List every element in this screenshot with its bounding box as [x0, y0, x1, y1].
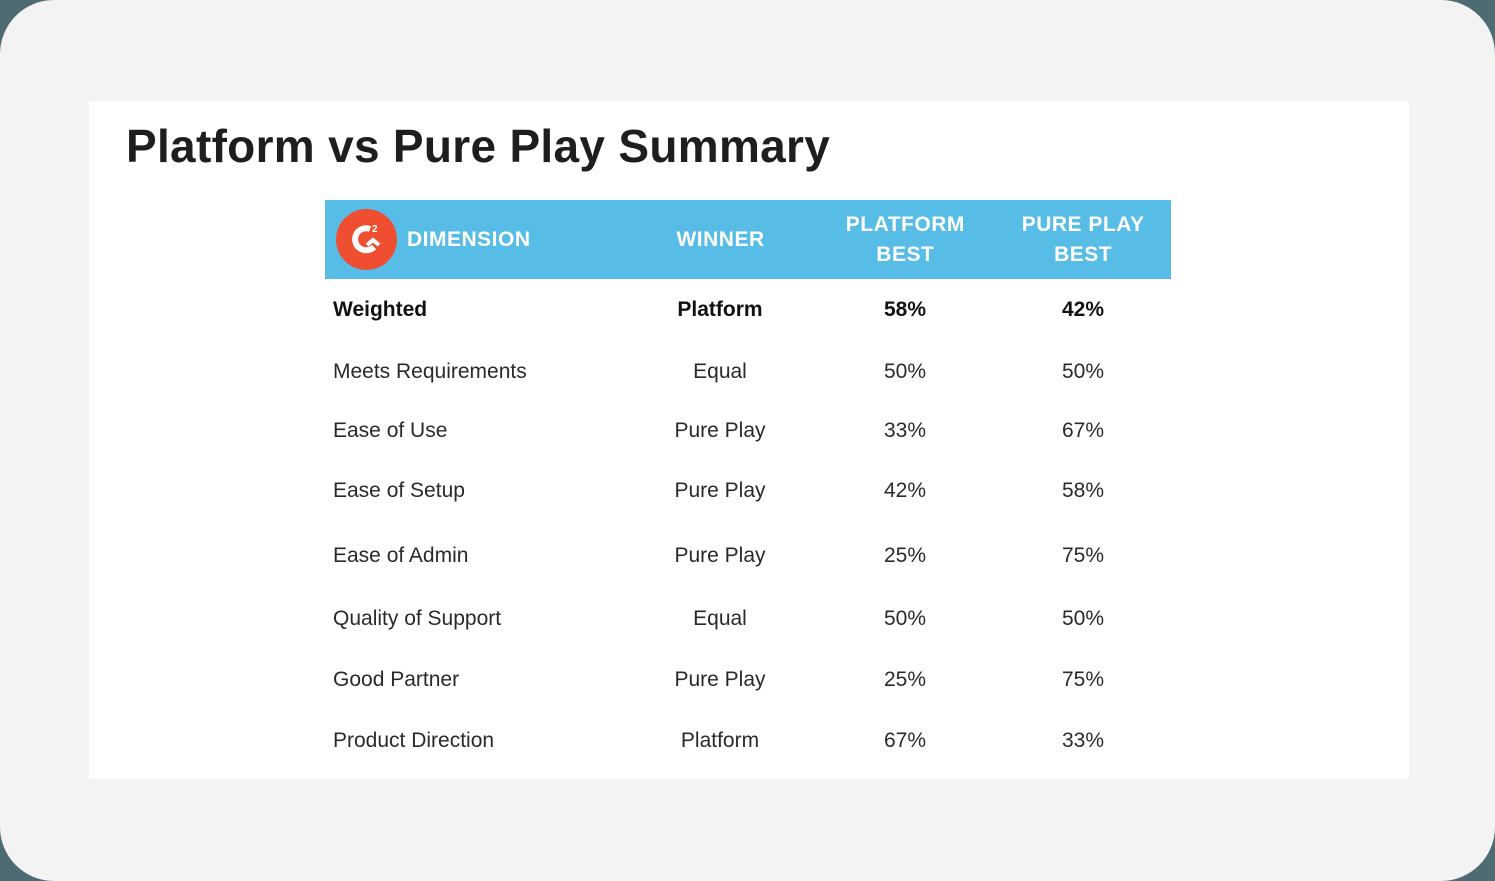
- cell-dimension: Weighted: [333, 298, 428, 321]
- table-header: 2 DIMENSION WINNER PLATFORM BEST PURE PL…: [325, 200, 1171, 279]
- cell-winner: Pure Play: [674, 479, 766, 502]
- header-winner: WINNER: [676, 227, 765, 251]
- cell-platform-best: 50%: [883, 607, 927, 630]
- cell-pure-play-best: 33%: [1061, 729, 1105, 752]
- cell-platform-best: 50%: [883, 360, 927, 383]
- cell-dimension: Good Partner: [333, 668, 460, 691]
- slide: Platform vs Pure Play Summary 2 DIMENSIO…: [89, 101, 1409, 779]
- table-row: Ease of Use Pure Play 33% 67%: [325, 403, 1171, 459]
- cell-pure-play-best: 42%: [1061, 298, 1105, 321]
- cell-platform-best: 33%: [883, 419, 927, 442]
- cell-platform-best: 25%: [883, 668, 927, 691]
- cell-pure-play-best: 50%: [1061, 360, 1105, 383]
- header-dimension-label: DIMENSION: [407, 227, 531, 251]
- header-pure-play-best-line2: BEST: [1054, 242, 1113, 266]
- cell-winner: Pure Play: [674, 668, 766, 691]
- cell-dimension: Ease of Use: [333, 419, 448, 442]
- slide-title: Platform vs Pure Play Summary: [126, 120, 831, 172]
- table-row: Quality of Support Equal 50% 50%: [325, 589, 1171, 649]
- cell-platform-best: 67%: [883, 729, 927, 752]
- cell-winner: Pure Play: [674, 544, 766, 567]
- table-row: Ease of Admin Pure Play 25% 75%: [325, 523, 1171, 589]
- cell-pure-play-best: 50%: [1061, 607, 1105, 630]
- table-row: Weighted Platform 58% 42%: [325, 279, 1171, 341]
- cell-winner: Pure Play: [674, 419, 766, 442]
- g2-logo-icon: 2: [336, 209, 397, 270]
- header-pure-play-best-line1: PURE PLAY: [1021, 212, 1145, 236]
- table-row: Good Partner Pure Play 25% 75%: [325, 649, 1171, 711]
- cell-platform-best: 25%: [883, 544, 927, 567]
- table-row: Ease of Setup Pure Play 42% 58%: [325, 459, 1171, 523]
- cell-pure-play-best: 67%: [1061, 419, 1105, 442]
- summary-table: 2 DIMENSION WINNER PLATFORM BEST PURE PL…: [325, 200, 1171, 771]
- header-platform-best: PLATFORM BEST: [815, 213, 995, 267]
- cell-pure-play-best: 75%: [1061, 668, 1105, 691]
- cell-dimension: Product Direction: [333, 729, 495, 752]
- cell-winner: Equal: [693, 360, 747, 383]
- header-platform-best-line1: PLATFORM: [845, 212, 965, 236]
- cell-pure-play-best: 58%: [1061, 479, 1105, 502]
- cell-dimension: Ease of Admin: [333, 544, 469, 567]
- cell-pure-play-best: 75%: [1061, 544, 1105, 567]
- header-platform-best-line2: BEST: [876, 242, 935, 266]
- table-row: Product Direction Platform 67% 33%: [325, 711, 1171, 771]
- cell-dimension: Meets Requirements: [333, 360, 527, 383]
- cell-dimension: Ease of Setup: [333, 479, 465, 502]
- cell-platform-best: 42%: [883, 479, 927, 502]
- cell-platform-best: 58%: [883, 298, 927, 321]
- cell-dimension: Quality of Support: [333, 607, 502, 630]
- header-pure-play-best: PURE PLAY BEST: [995, 213, 1171, 267]
- svg-text:2: 2: [372, 224, 378, 235]
- cell-winner: Platform: [677, 298, 763, 321]
- table-row: Meets Requirements Equal 50% 50%: [325, 341, 1171, 403]
- cell-winner: Equal: [693, 607, 747, 630]
- cell-winner: Platform: [680, 729, 760, 752]
- header-dimension: 2 DIMENSION: [325, 209, 625, 270]
